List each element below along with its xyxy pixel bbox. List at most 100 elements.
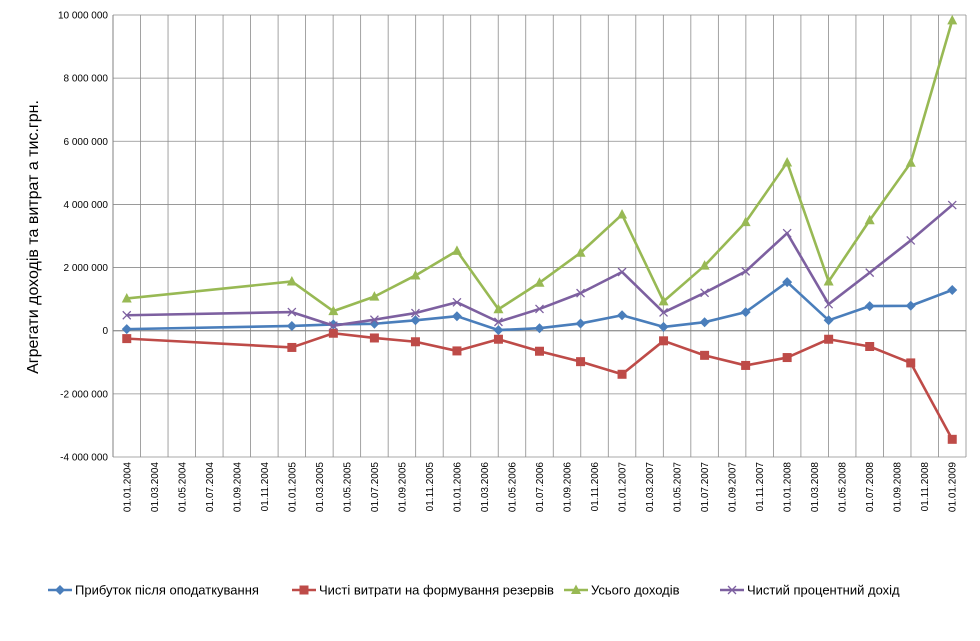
series-1 <box>121 277 958 336</box>
y-tick-label: -4 000 000 <box>60 453 108 464</box>
data-point-x <box>617 267 627 277</box>
x-tick-label: 01.01.2009 <box>948 462 959 512</box>
data-point-triangle <box>947 14 958 25</box>
data-point-triangle <box>493 303 504 314</box>
data-point-triangle <box>451 245 462 255</box>
x-tick-label: 01.09.2007 <box>728 462 739 512</box>
data-point-square <box>535 346 544 356</box>
legend-label: Чистий процентний дохід <box>747 583 900 598</box>
x-tick-label: 01.01.2006 <box>452 462 463 512</box>
data-point-x <box>906 235 916 245</box>
data-point-x <box>535 304 544 314</box>
data-point-square <box>617 369 627 379</box>
data-point-triangle <box>410 269 421 280</box>
x-axis-ticks: 01.01.2004 01.03.2004 01.05.2004 01.07.2004… <box>122 462 958 512</box>
data-point-square <box>824 334 834 344</box>
legend-label: Усього доходів <box>591 583 680 598</box>
x-tick-label: 01.09.2005 <box>397 462 408 512</box>
data-point-diamond <box>493 325 504 336</box>
y-axis-ticks: -4 000 000 -2 000 000 0 2 000 000 4 000 000 6… <box>58 11 109 464</box>
y-axis-label: Агрегати доходів та витрат а тис.грн. <box>25 100 42 374</box>
data-point-x <box>727 585 737 595</box>
data-point-square <box>782 353 792 363</box>
series-group <box>121 14 958 444</box>
y-tick-label: 6 000 000 <box>64 137 109 148</box>
data-point-diamond <box>699 317 710 328</box>
data-point-x <box>865 268 875 278</box>
data-point-triangle <box>699 260 710 270</box>
data-point-triangle <box>823 275 834 286</box>
data-point-square <box>122 334 132 344</box>
data-point-square <box>865 342 875 351</box>
series-3 <box>121 14 958 316</box>
data-point-square <box>700 350 710 360</box>
data-point-x <box>576 288 586 298</box>
x-tick-label: 01.11.2005 <box>425 462 436 512</box>
data-point-diamond <box>575 318 586 329</box>
series-line <box>126 280 953 332</box>
data-point-triangle <box>571 584 581 594</box>
y-tick-label: 4 000 000 <box>64 200 109 211</box>
data-point-triangle <box>369 291 380 301</box>
x-tick-label: 01.09.2004 <box>232 462 243 512</box>
data-point-diamond <box>823 315 834 326</box>
legend: Прибуток після оподаткування Чисті витрат… <box>48 583 900 598</box>
data-point-square <box>493 334 503 344</box>
data-point-x <box>741 266 751 276</box>
data-point-diamond <box>864 301 875 312</box>
x-tick-label: 01.01.2004 <box>122 462 133 512</box>
y-tick-label: 10 000 000 <box>58 11 108 22</box>
data-point-square <box>299 585 309 595</box>
x-tick-label: 01.05.2008 <box>838 462 849 512</box>
data-point-square <box>947 434 957 444</box>
data-point-diamond <box>534 323 545 334</box>
data-point-x <box>659 307 669 317</box>
data-point-square <box>576 357 586 367</box>
legend-item-2: Чисті витрати на формування резервів <box>292 583 554 598</box>
data-point-diamond <box>410 315 421 326</box>
data-point-diamond <box>658 321 669 332</box>
data-point-x <box>410 308 420 318</box>
y-tick-label: 2 000 000 <box>64 263 109 274</box>
data-point-triangle <box>864 214 875 225</box>
y-tick-label: 0 <box>102 326 108 337</box>
x-tick-label: 01.11.2007 <box>755 462 766 512</box>
data-point-x <box>369 315 379 325</box>
data-point-x <box>452 297 462 307</box>
series-line <box>126 20 954 313</box>
data-point-diamond <box>55 585 65 595</box>
x-tick-label: 01.11.2004 <box>260 462 271 512</box>
data-point-x <box>328 321 338 331</box>
data-point-triangle <box>328 305 339 316</box>
data-point-triangle <box>905 157 916 167</box>
legend-item-4: Чистий процентний дохід <box>720 583 900 598</box>
y-tick-label: -2 000 000 <box>60 389 108 400</box>
data-point-x <box>493 317 503 327</box>
y-tick-label: 8 000 000 <box>64 74 109 85</box>
axes <box>112 15 966 457</box>
x-tick-label: 01.07.2005 <box>370 462 381 512</box>
data-point-triangle <box>617 209 628 219</box>
data-point-diamond <box>782 277 793 288</box>
data-point-square <box>906 358 916 368</box>
data-point-square <box>328 328 338 338</box>
x-tick-label: 01.07.2007 <box>700 462 711 512</box>
series-line <box>126 204 954 327</box>
x-tick-label: 01.07.2004 <box>205 462 216 512</box>
grid-lines <box>112 14 967 458</box>
data-point-square <box>452 346 462 356</box>
x-tick-label: 01.11.2006 <box>590 462 601 512</box>
legend-item-3: Усього доходів <box>564 583 680 598</box>
x-tick-label: 01.09.2008 <box>893 462 904 512</box>
x-tick-label: 01.03.2005 <box>315 462 326 512</box>
series-line <box>126 331 954 440</box>
data-point-square <box>369 333 379 343</box>
data-point-x <box>287 307 297 317</box>
x-tick-label: 01.11.2008 <box>920 462 931 512</box>
data-point-triangle <box>534 277 545 287</box>
x-tick-label: 01.07.2008 <box>865 462 876 512</box>
series-4 <box>122 200 957 331</box>
data-point-triangle <box>575 247 586 257</box>
data-point-diamond <box>121 324 132 335</box>
